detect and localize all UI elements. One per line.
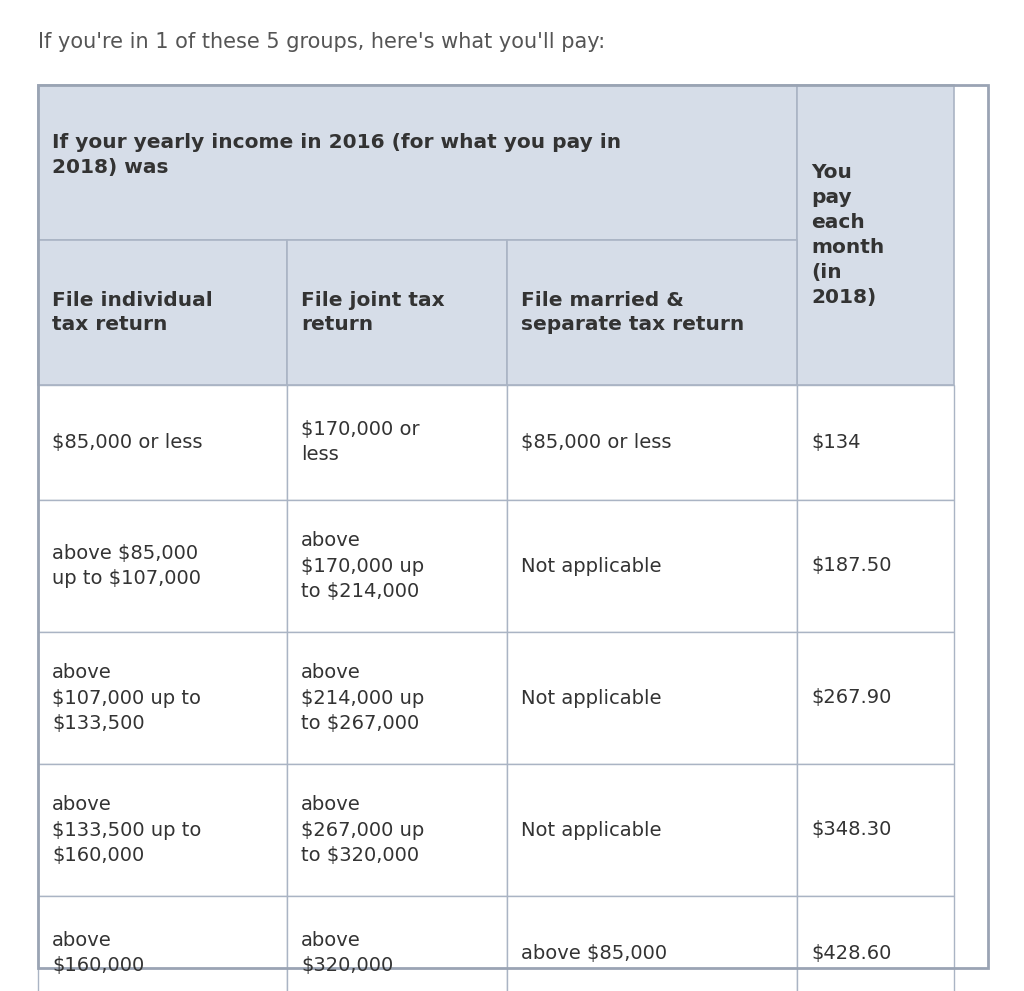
Bar: [507, 896, 797, 991]
Bar: [287, 240, 507, 385]
Bar: [38, 764, 287, 896]
Bar: [507, 632, 797, 764]
Bar: [287, 500, 507, 632]
Text: $428.60: $428.60: [811, 944, 892, 963]
Bar: [797, 764, 953, 896]
Text: Not applicable: Not applicable: [521, 821, 662, 839]
Bar: [507, 764, 797, 896]
Text: $348.30: $348.30: [811, 821, 892, 839]
Text: $187.50: $187.50: [811, 557, 892, 576]
Bar: [507, 240, 797, 385]
Bar: [287, 632, 507, 764]
Bar: [287, 385, 507, 500]
Text: If you're in 1 of these 5 groups, here's what you'll pay:: If you're in 1 of these 5 groups, here's…: [38, 32, 605, 52]
Bar: [38, 896, 287, 991]
Text: above $85,000: above $85,000: [521, 944, 668, 963]
Text: above
$267,000 up
to $320,000: above $267,000 up to $320,000: [301, 796, 424, 864]
Text: above
$170,000 up
to $214,000: above $170,000 up to $214,000: [301, 531, 424, 601]
Bar: [797, 500, 953, 632]
Text: File married &
separate tax return: File married & separate tax return: [521, 290, 744, 335]
Bar: [797, 896, 953, 991]
Bar: [38, 240, 287, 385]
Text: above
$107,000 up to
$133,500: above $107,000 up to $133,500: [52, 664, 201, 732]
Text: File individual
tax return: File individual tax return: [52, 290, 213, 335]
Text: Not applicable: Not applicable: [521, 689, 662, 708]
Bar: [38, 85, 797, 240]
Bar: [507, 385, 797, 500]
Text: above $85,000
up to $107,000: above $85,000 up to $107,000: [52, 544, 201, 588]
Bar: [38, 500, 287, 632]
Text: Not applicable: Not applicable: [521, 557, 662, 576]
Bar: [797, 85, 953, 385]
Text: above
$133,500 up to
$160,000: above $133,500 up to $160,000: [52, 796, 202, 864]
Bar: [287, 896, 507, 991]
Bar: [507, 500, 797, 632]
Text: If your yearly income in 2016 (for what you pay in
2018) was: If your yearly income in 2016 (for what …: [52, 133, 622, 176]
Bar: [797, 632, 953, 764]
Text: above
$160,000: above $160,000: [52, 932, 144, 975]
Bar: [38, 85, 988, 968]
Text: $267.90: $267.90: [811, 689, 892, 708]
Bar: [38, 385, 287, 500]
Text: $170,000 or
less: $170,000 or less: [301, 420, 420, 465]
Text: You
pay
each
month
(in
2018): You pay each month (in 2018): [811, 163, 885, 307]
Text: above
$320,000: above $320,000: [301, 932, 393, 975]
Bar: [287, 764, 507, 896]
Text: $134: $134: [811, 433, 860, 452]
Text: above
$214,000 up
to $267,000: above $214,000 up to $267,000: [301, 664, 424, 732]
Text: $85,000 or less: $85,000 or less: [521, 433, 672, 452]
Bar: [797, 385, 953, 500]
Bar: [38, 632, 287, 764]
Text: $85,000 or less: $85,000 or less: [52, 433, 203, 452]
Text: File joint tax
return: File joint tax return: [301, 290, 444, 335]
